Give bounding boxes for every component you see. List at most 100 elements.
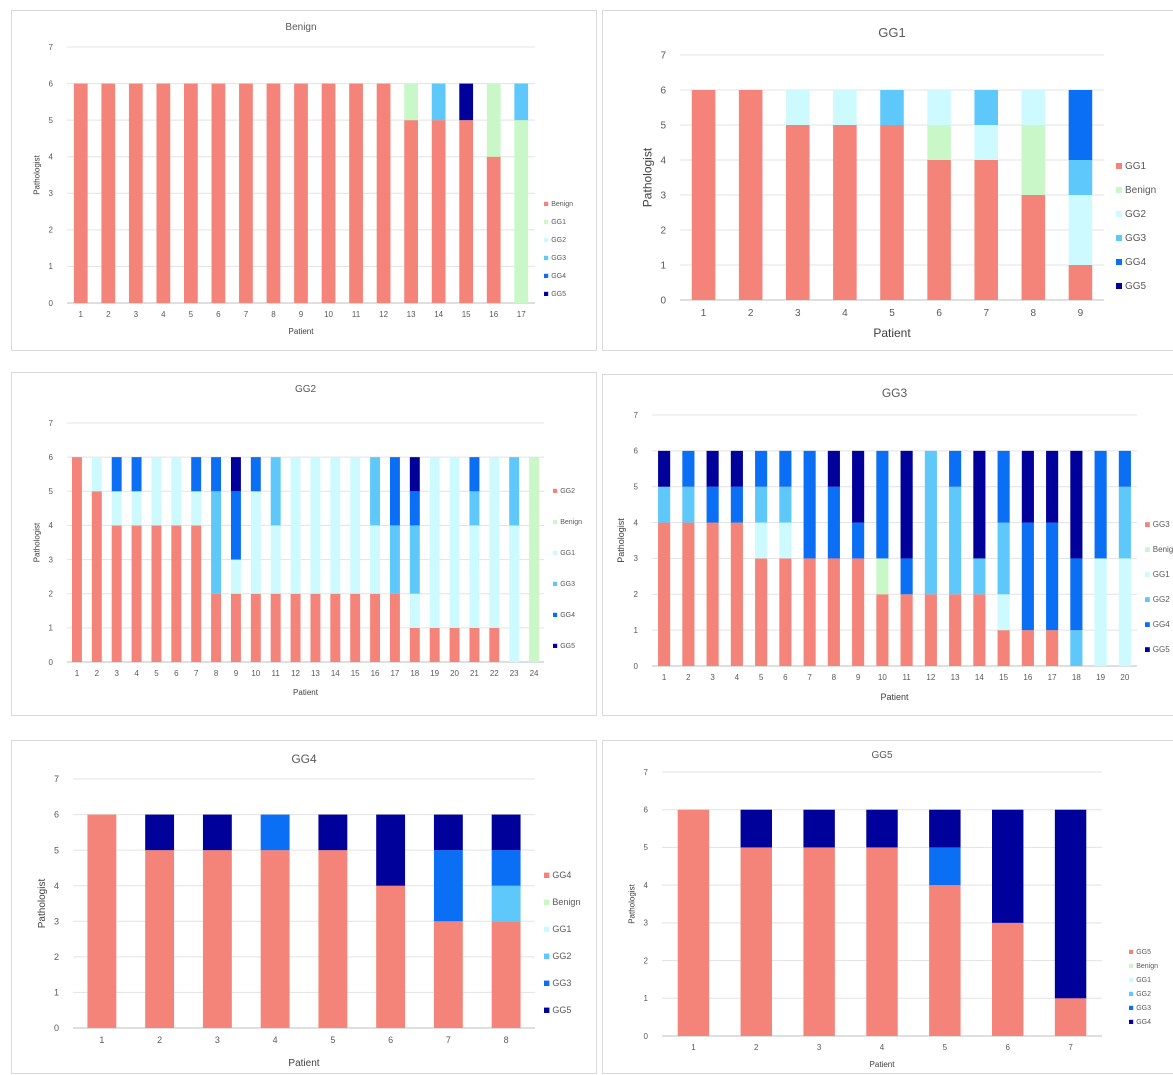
x-tick-label: 8 [1031, 308, 1037, 319]
bar-segment-benign-patient-15 [459, 120, 474, 304]
x-tick-label: 17 [517, 310, 526, 319]
bar-segment-benign-patient-24 [529, 457, 540, 662]
bar-segment-gg1-patient-19 [429, 457, 440, 628]
bar-segment-gg4-patient-20 [1118, 450, 1131, 487]
bar-segment-gg2-patient-1 [658, 486, 671, 523]
bar-segment-gg4-patient-6 [779, 450, 792, 487]
y-tick-label: 3 [49, 555, 54, 564]
bar-segment-benign-patient-11 [349, 83, 363, 303]
bar-segment-gg1-patient-7 [191, 491, 202, 526]
x-tick-label: 3 [134, 310, 139, 319]
legend-label-gg1: GG1 [560, 550, 575, 557]
y-tick-label: 4 [660, 156, 666, 167]
legend-swatch-gg3 [544, 980, 550, 986]
bar-segment-gg4-patient-7 [1054, 809, 1087, 999]
bar-segment-gg3-patient-12 [924, 594, 937, 666]
bar-segment-gg4-patient-5 [318, 850, 348, 1028]
y-axis-label: Pathologist [32, 522, 41, 562]
legend-swatch-gg3 [1129, 1005, 1134, 1010]
x-tick-label: 9 [1078, 308, 1084, 319]
y-tick-label: 6 [660, 86, 666, 97]
y-tick-label: 5 [49, 487, 54, 496]
bar-segment-gg2-patient-10 [250, 593, 261, 662]
bar-segment-gg3-patient-17 [514, 83, 529, 121]
bar-segment-gg4-patient-2 [682, 450, 695, 487]
bar-segment-benign-patient-6 [927, 125, 951, 160]
legend-swatch-benign [544, 201, 549, 206]
legend-label-gg1: GG1 [1125, 161, 1147, 172]
bar-segment-gg3-patient-13 [949, 594, 962, 666]
bar-segment-gg1-patient-5 [755, 522, 768, 559]
legend-swatch-gg4 [553, 612, 558, 617]
bar-segment-gg4-patient-5 [755, 450, 768, 487]
x-axis-label: Patient [293, 688, 319, 697]
x-tick-label: 2 [106, 310, 111, 319]
legend-swatch-gg1 [544, 219, 549, 224]
x-tick-label: 5 [889, 308, 895, 319]
x-tick-label: 7 [446, 1035, 451, 1045]
bar-segment-gg1-patient-13 [310, 457, 321, 594]
bar-segment-gg4-patient-3 [111, 457, 122, 492]
bar-segment-gg1-patient-7 [974, 160, 998, 300]
x-tick-label: 19 [430, 669, 439, 678]
x-tick-label: 10 [251, 669, 260, 678]
legend-label-benign: Benign [1153, 545, 1173, 554]
x-tick-label: 6 [936, 308, 942, 319]
bar-segment-gg4-patient-3 [803, 809, 835, 848]
x-tick-label: 14 [975, 673, 984, 682]
legend-swatch-benign [1116, 187, 1122, 193]
x-tick-label: 16 [371, 669, 380, 678]
bar-segment-gg2-patient-17 [389, 593, 400, 662]
legend-label-gg2: GG2 [1136, 991, 1151, 998]
x-tick-label: 5 [189, 310, 194, 319]
bar-segment-gg4-patient-5 [929, 809, 961, 848]
bar-segment-gg4-patient-17 [389, 457, 400, 526]
y-tick-label: 1 [49, 624, 54, 633]
legend-label-gg4: GG4 [551, 273, 566, 280]
y-axis-label: Pathologist [627, 883, 636, 923]
y-tick-label: 7 [49, 43, 54, 52]
bar-segment-gg4-patient-18 [1070, 558, 1083, 631]
y-tick-label: 7 [644, 768, 649, 777]
x-tick-label: 21 [470, 669, 479, 678]
bar-segment-gg4-patient-8 [491, 921, 521, 1028]
bar-segment-gg3-patient-6 [779, 558, 792, 666]
bar-segment-gg2-patient-6 [779, 486, 792, 523]
x-tick-label: 15 [351, 669, 360, 678]
x-tick-label: 5 [759, 673, 764, 682]
bar-segment-gg2-patient-5 [151, 525, 162, 662]
bar-segment-gg2-patient-4 [131, 525, 142, 662]
bar-segment-benign-patient-16 [486, 156, 501, 303]
legend-swatch-gg3 [553, 581, 558, 586]
bar-segment-gg2-patient-12 [290, 593, 301, 662]
bar-segment-gg4-patient-18 [409, 491, 420, 526]
bar-segment-benign-patient-4 [156, 83, 171, 303]
bar-segment-gg1-patient-18 [409, 593, 420, 628]
y-tick-label: 6 [634, 447, 639, 456]
legend-label-gg4: GG4 [552, 870, 571, 880]
legend-label-gg2: GG2 [560, 488, 575, 495]
x-tick-label: 17 [390, 669, 399, 678]
bar-segment-gg1-patient-3 [111, 491, 122, 526]
bar-segment-benign-patient-1 [73, 83, 88, 303]
y-tick-label: 2 [660, 226, 666, 237]
bar-segment-gg5-patient-14 [973, 450, 986, 559]
bar-segment-gg4-patient-8 [827, 486, 840, 559]
bar-segment-gg4-patient-11 [900, 558, 913, 595]
y-tick-label: 2 [49, 226, 54, 235]
y-tick-label: 0 [49, 658, 54, 667]
bar-segment-gg3-patient-8 [827, 558, 840, 666]
bar-segment-gg5-patient-7 [1054, 998, 1087, 1036]
legend-label-benign: Benign [551, 201, 573, 208]
x-tick-label: 10 [324, 310, 333, 319]
bar-segment-gg1-patient-6 [927, 160, 951, 300]
bar-segment-gg3-patient-9 [852, 558, 865, 666]
x-tick-label: 15 [462, 310, 471, 319]
bar-segment-gg2-patient-18 [1070, 630, 1083, 666]
bar-segment-benign-patient-6 [211, 83, 226, 303]
x-tick-label: 2 [95, 669, 100, 678]
y-tick-label: 2 [644, 956, 649, 965]
legend-swatch-gg4 [1129, 1019, 1134, 1024]
bar-segment-gg2-patient-21 [469, 627, 480, 662]
bar-segment-gg1-patient-6 [171, 457, 182, 526]
